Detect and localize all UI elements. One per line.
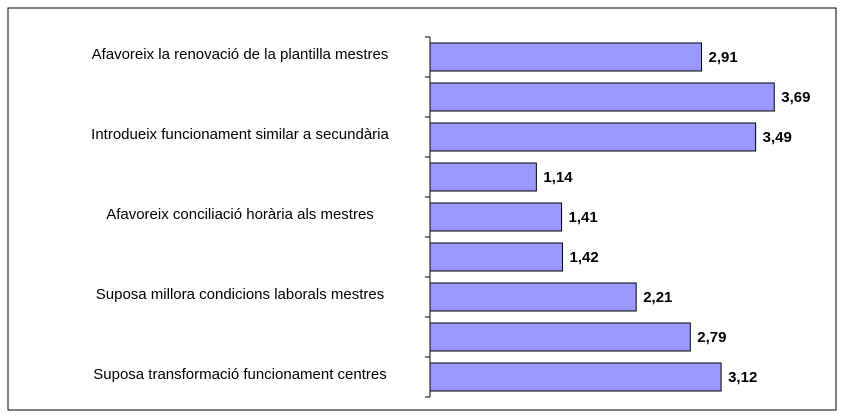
value-label: 2,79 bbox=[697, 329, 726, 346]
value-label: 1,42 bbox=[569, 249, 598, 266]
y-tick-label: Afavoreix la renovació de la plantilla m… bbox=[91, 46, 389, 63]
y-tick-label: Suposa transformació funcionament centre… bbox=[93, 366, 387, 383]
value-label: 3,49 bbox=[763, 129, 792, 146]
bar bbox=[429, 122, 757, 152]
value-label: 3,12 bbox=[728, 369, 757, 386]
value-label: 2,21 bbox=[643, 289, 672, 306]
bar bbox=[429, 162, 537, 192]
value-label: 1,41 bbox=[569, 209, 598, 226]
bar bbox=[429, 42, 703, 72]
value-label: 3,69 bbox=[781, 89, 810, 106]
bar bbox=[429, 322, 691, 352]
bar bbox=[429, 202, 563, 232]
y-tick-label: Afavoreix conciliació horària als mestre… bbox=[106, 206, 374, 223]
chart-border bbox=[7, 7, 837, 411]
bar bbox=[429, 242, 563, 272]
y-tick-label: Introdueix funcionament similar a secund… bbox=[91, 126, 389, 143]
value-label: 1,14 bbox=[543, 169, 573, 186]
bar bbox=[429, 82, 775, 112]
bar bbox=[429, 362, 722, 392]
value-label: 2,91 bbox=[709, 49, 738, 66]
bar bbox=[429, 282, 637, 312]
y-tick-label: Suposa millora condicions laborals mestr… bbox=[95, 286, 385, 303]
